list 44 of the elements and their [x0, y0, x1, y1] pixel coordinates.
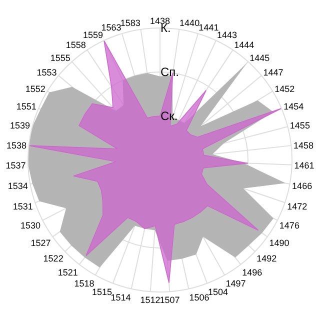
- spoke-label: 1527: [30, 238, 51, 248]
- spoke-label: 1515: [92, 286, 112, 297]
- spoke-label: 1447: [263, 67, 284, 78]
- spoke-label: 1555: [50, 52, 70, 63]
- spoke-label: 1492: [256, 254, 277, 264]
- spoke-label: 1514: [110, 292, 131, 303]
- spoke-label: 1539: [10, 120, 30, 131]
- spoke-label: 1558: [66, 40, 86, 50]
- spoke-label: 1512: [140, 295, 160, 306]
- spoke-label: 1553: [36, 67, 57, 78]
- spoke-label: 1455: [290, 120, 310, 131]
- spoke-label: 1497: [226, 278, 246, 289]
- spoke-label: 1458: [293, 140, 314, 150]
- spoke-label: 1552: [25, 84, 46, 94]
- spoke-label: 1472: [287, 201, 308, 212]
- spoke-label: 1522: [43, 254, 64, 264]
- spoke-label: 1504: [208, 286, 228, 297]
- spoke-label: 1490: [269, 238, 290, 248]
- spoke-label: 1538: [6, 140, 27, 150]
- spoke-label: 1443: [217, 30, 238, 40]
- spoke-label: 1507: [160, 295, 180, 306]
- spoke-label: 1476: [279, 220, 300, 230]
- spoke-label: 1583: [120, 18, 140, 28]
- spoke-label: 1444: [234, 40, 254, 50]
- spoke-label: 1534: [8, 181, 28, 192]
- spoke-label: 1521: [58, 267, 78, 278]
- spoke-label: 1438: [150, 16, 170, 26]
- spoke-label: 1441: [198, 22, 219, 33]
- spoke-label: 1461: [294, 160, 314, 170]
- spoke-label: 1452: [274, 84, 295, 94]
- y-tick-label: Сп.: [160, 64, 179, 79]
- spoke-label: 1537: [6, 160, 26, 170]
- spoke-label: 1445: [250, 52, 270, 63]
- spoke-label: 1559: [82, 30, 103, 40]
- spoke-label: 1531: [12, 201, 33, 212]
- spoke-label: 1563: [101, 22, 122, 33]
- spoke-label: 1518: [74, 278, 94, 289]
- spoke-label: 1466: [292, 181, 312, 192]
- spoke-label: 1551: [16, 102, 36, 112]
- spoke-label: 1496: [242, 267, 262, 278]
- spoke-label: 1530: [20, 220, 41, 230]
- spoke-label: 1454: [284, 102, 304, 112]
- spoke-label: 1506: [189, 292, 210, 303]
- spoke-label: 1440: [180, 18, 200, 28]
